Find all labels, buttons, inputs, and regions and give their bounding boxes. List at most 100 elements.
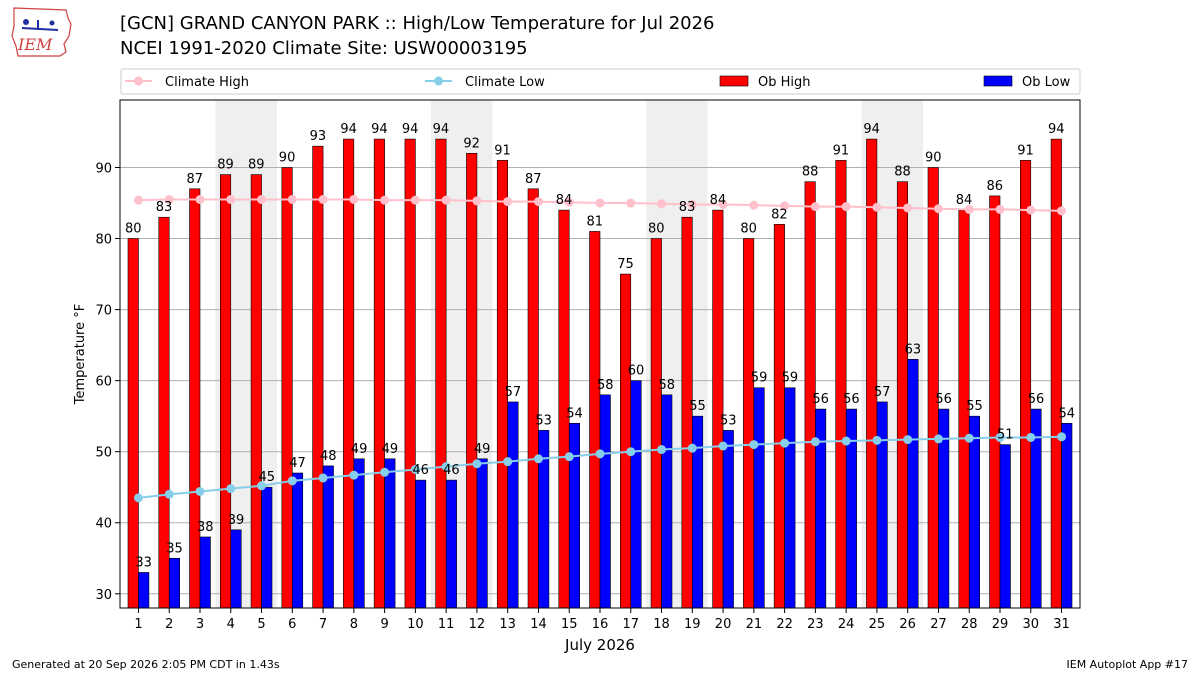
- ob-low-bar-11: [445, 479, 457, 609]
- ob-high-label-8: 94: [340, 122, 357, 137]
- generated-note: Generated at 20 Sep 2026 2:05 PM CDT in …: [12, 658, 280, 671]
- x-tick-label-19: 19: [684, 617, 701, 632]
- climate-low-point-10: [410, 464, 420, 474]
- ob-low-bar-31: [1061, 422, 1073, 609]
- ob-high-label-18: 80: [648, 222, 665, 237]
- ob-low-bar-16: [599, 394, 611, 609]
- ob-low-bar-29: [999, 444, 1011, 609]
- bars: [127, 138, 1073, 609]
- ob-high-label-16: 81: [586, 214, 603, 229]
- climate-low-point-24: [841, 436, 851, 446]
- ob-high-label-29: 86: [986, 179, 1003, 194]
- climate-low-point-29: [995, 432, 1005, 442]
- legend: Climate High Climate Low Ob High Ob Low: [120, 68, 1081, 95]
- ob-high-bar-17: [620, 273, 632, 609]
- ob-high-bar-8: [343, 138, 355, 609]
- climate-low-point-12: [472, 459, 482, 469]
- ob-high-bar-24: [835, 160, 847, 609]
- ob-low-bar-28: [968, 415, 980, 609]
- climate-high-point-5: [257, 194, 267, 204]
- climate-low-point-20: [718, 441, 728, 451]
- ob-high-label-23: 88: [802, 165, 819, 180]
- climate-high-point-7: [318, 194, 328, 204]
- ob-low-bar-9: [384, 458, 396, 609]
- climate-high-point-23: [810, 202, 820, 212]
- x-tick-label-10: 10: [407, 617, 424, 632]
- ob-low-label-10: 46: [412, 463, 429, 478]
- climate-low-point-6: [287, 476, 297, 486]
- ob-high-label-10: 94: [402, 122, 419, 137]
- climate-high-point-9: [380, 195, 390, 205]
- bar-labels: 80 83 87 89 89 90 93 94 94 94 94 92 91 87 84 81 75 80 83 84…: [125, 122, 1075, 570]
- ob-high-label-12: 92: [463, 136, 480, 151]
- climate-high-point-24: [841, 202, 851, 212]
- ob-high-bar-30: [1020, 160, 1032, 609]
- x-tick-label-17: 17: [622, 617, 639, 632]
- ob-low-bar-21: [753, 387, 765, 609]
- ob-low-label-18: 58: [658, 378, 675, 393]
- climate-low-point-1: [133, 493, 143, 503]
- x-tick-label-18: 18: [653, 617, 670, 632]
- ob-low-label-13: 57: [505, 385, 522, 400]
- ob-high-bar-7: [312, 145, 324, 609]
- legend-climate-low-label: Climate Low: [465, 75, 545, 90]
- ob-high-bar-22: [773, 224, 785, 609]
- ob-low-label-9: 49: [382, 442, 399, 457]
- climate-high-point-31: [1057, 206, 1067, 216]
- climate-low-point-16: [595, 449, 605, 459]
- ob-high-label-20: 84: [710, 193, 727, 208]
- ob-high-bar-11: [435, 138, 447, 609]
- ob-high-label-15: 84: [556, 193, 573, 208]
- ob-low-label-12: 49: [474, 442, 491, 457]
- x-tick-label-8: 8: [350, 617, 358, 632]
- climate-high-point-8: [349, 194, 359, 204]
- ob-low-label-11: 46: [443, 463, 460, 478]
- legend-frame: [120, 68, 1081, 95]
- climate-lines: [133, 194, 1067, 503]
- ob-high-bar-6: [281, 167, 293, 609]
- ob-low-label-6: 47: [289, 456, 306, 471]
- y-tick-label-90: 90: [95, 161, 112, 176]
- ob-high-bar-12: [466, 152, 478, 609]
- climate-low-point-27: [933, 434, 943, 444]
- ob-low-bar-3: [199, 536, 211, 609]
- legend-ob-high-swatch: [719, 75, 749, 87]
- ob-low-bar-13: [507, 401, 519, 609]
- climate-low-point-26: [903, 435, 913, 445]
- ob-low-label-21: 59: [751, 371, 768, 386]
- climate-high-point-13: [503, 197, 513, 207]
- ob-high-bar-29: [989, 195, 1001, 609]
- x-tick-label-22: 22: [776, 617, 793, 632]
- x-tick-label-29: 29: [992, 617, 1009, 632]
- ob-high-label-25: 94: [863, 122, 880, 137]
- legend-ob-high-label: Ob High: [758, 75, 811, 90]
- ob-high-bar-20: [712, 209, 724, 609]
- x-tick-label-20: 20: [715, 617, 732, 632]
- climate-high-point-27: [933, 204, 943, 214]
- x-tick-label-9: 9: [380, 617, 388, 632]
- ob-low-bar-10: [415, 479, 427, 609]
- ob-low-bar-6: [292, 472, 304, 609]
- y-tick-label-30: 30: [95, 588, 112, 603]
- x-tick-label-28: 28: [961, 617, 978, 632]
- ob-low-label-14: 53: [535, 413, 552, 428]
- ob-low-bar-26: [907, 359, 919, 609]
- climate-low-point-25: [872, 435, 882, 445]
- climate-high-point-21: [749, 200, 759, 210]
- climate-low-point-13: [503, 457, 513, 467]
- ob-low-bar-18: [661, 394, 673, 609]
- climate-high-point-12: [472, 196, 482, 206]
- climate-high-point-18: [657, 199, 667, 209]
- legend-ob-low-swatch: [983, 75, 1013, 87]
- ob-low-bar-20: [722, 430, 734, 609]
- climate-high-point-30: [1026, 205, 1036, 215]
- ob-low-label-28: 55: [966, 399, 983, 414]
- climate-low-point-31: [1057, 432, 1067, 442]
- climate-low-point-4: [226, 484, 236, 494]
- ob-low-bar-7: [322, 465, 334, 609]
- x-tick-label-23: 23: [807, 617, 824, 632]
- ob-high-label-6: 90: [279, 150, 296, 165]
- ob-low-bar-15: [568, 422, 580, 609]
- ob-high-bar-26: [896, 181, 908, 609]
